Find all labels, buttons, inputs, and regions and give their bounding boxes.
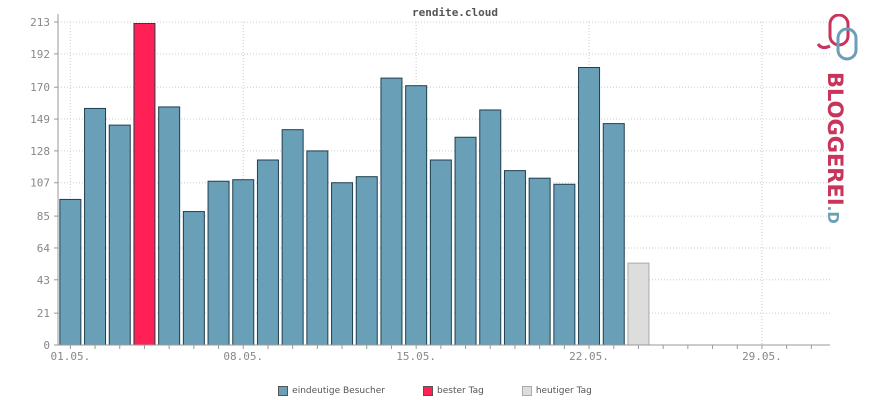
bar bbox=[429, 159, 452, 346]
bloggerei-logo-text: BLOGGEREI bbox=[823, 72, 847, 206]
legend-swatch-visitors bbox=[278, 386, 289, 396]
y-tick-label: 149 bbox=[30, 113, 50, 126]
bar bbox=[380, 77, 403, 346]
bar bbox=[503, 170, 526, 346]
bar bbox=[59, 198, 82, 346]
y-tick-label: 192 bbox=[30, 48, 50, 61]
legend-swatch-today bbox=[521, 386, 532, 396]
bar bbox=[232, 179, 255, 346]
bloggerei-logo: BLOGGEREI.DE bbox=[816, 14, 858, 224]
bar bbox=[602, 123, 625, 346]
legend: eindeutige Besucher bester Tag heutiger … bbox=[0, 384, 870, 398]
bar bbox=[627, 262, 650, 346]
y-tick-label: 128 bbox=[30, 145, 50, 158]
legend-item-today: heutiger Tag bbox=[521, 384, 592, 398]
bloggerei-logo-mark-icon bbox=[816, 14, 858, 61]
y-tick-label: 85 bbox=[37, 210, 50, 223]
bar bbox=[454, 136, 477, 346]
legend-label-best-day: bester Tag bbox=[437, 386, 484, 396]
bar bbox=[158, 106, 181, 346]
legend-label-today: heutiger Tag bbox=[535, 386, 592, 396]
bar bbox=[182, 211, 205, 346]
y-tick-label: 43 bbox=[37, 274, 50, 287]
x-tick-label: 15.05. bbox=[396, 350, 436, 363]
y-tick-label: 64 bbox=[37, 242, 51, 255]
bar bbox=[306, 150, 329, 346]
y-tick-label: 21 bbox=[37, 307, 50, 320]
bar bbox=[405, 85, 428, 346]
chart-title: rendite.cloud bbox=[412, 6, 498, 19]
y-tick-label: 0 bbox=[43, 339, 50, 352]
axes: 0 21 43 64 85 107 128 149 170 192 213 01.05. 08.05. 1… bbox=[30, 14, 830, 363]
bar bbox=[207, 180, 230, 346]
bars bbox=[59, 23, 650, 346]
legend-swatch-best-day bbox=[423, 386, 433, 396]
bar bbox=[355, 176, 378, 346]
x-tick-label: 29.05. bbox=[742, 350, 782, 363]
x-tick-label: 01.05. bbox=[50, 350, 90, 363]
bar bbox=[553, 183, 576, 346]
bar bbox=[281, 129, 304, 346]
bar bbox=[108, 124, 131, 346]
bar bbox=[331, 182, 354, 346]
bar bbox=[479, 109, 502, 346]
y-tick-label: 213 bbox=[30, 16, 50, 29]
bar bbox=[256, 159, 279, 346]
bloggerei-logo-wordmark: BLOGGEREI.DE bbox=[823, 72, 847, 224]
legend-item-best-day: bester Tag bbox=[423, 384, 484, 398]
y-tick-label: 170 bbox=[30, 81, 50, 94]
bar bbox=[133, 23, 156, 346]
x-tick-label: 22.05. bbox=[569, 350, 609, 363]
legend-label-visitors: eindeutige Besucher bbox=[292, 386, 385, 396]
bar bbox=[578, 66, 601, 346]
bloggerei-logo-suffix: .DE bbox=[824, 206, 842, 224]
y-tick-label: 107 bbox=[30, 177, 50, 190]
legend-item-visitors: eindeutige Besucher bbox=[278, 384, 385, 398]
bar bbox=[84, 107, 107, 346]
bar bbox=[528, 177, 551, 346]
x-tick-label: 08.05. bbox=[223, 350, 263, 363]
